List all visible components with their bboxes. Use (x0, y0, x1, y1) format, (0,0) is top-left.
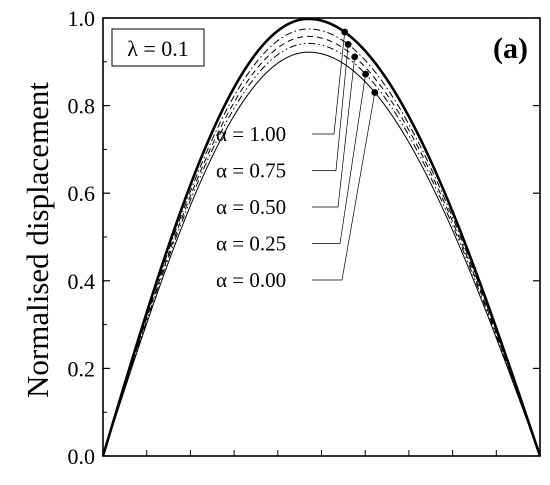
series-leader-1 (312, 44, 349, 171)
series-line-0 (101, 17, 542, 457)
axes-layer (102, 17, 541, 457)
series-leader-0 (312, 31, 346, 135)
ticks-layer (103, 17, 540, 457)
labels-layer: α = 1.00 α = 0.75 α = 0.50 α = 0.25 α = 0.00… (68, 6, 287, 469)
series-label-0: α = 1.00 (216, 122, 286, 146)
y-tick-label-4: 0.8 (68, 94, 96, 119)
series-label-1: α = 0.75 (216, 159, 286, 183)
series-line-4 (102, 51, 541, 457)
series-label-2: α = 0.50 (216, 195, 286, 219)
panel-label: (a) (493, 32, 528, 65)
parameter-box-frame (111, 28, 205, 67)
y-tick-label-3: 0.6 (68, 181, 96, 206)
series-marker-4 (371, 89, 379, 96)
parameter-box: λ = 0.1 (111, 28, 205, 67)
series-marker-3 (362, 70, 369, 78)
series-marker-0 (341, 28, 349, 36)
y-tick-label-1: 0.2 (68, 356, 96, 381)
parameter-box-text: λ = 0.1 (127, 36, 189, 61)
plot-frame (102, 17, 541, 457)
leaders-layer (312, 28, 379, 281)
series-marker-1 (344, 41, 352, 48)
series-marker-2 (351, 53, 359, 61)
series-leader-2 (312, 56, 356, 208)
y-tick-label-5: 1.0 (68, 6, 96, 31)
curves-layer (101, 17, 542, 457)
series-leader-4 (312, 92, 376, 281)
series-leader-3 (312, 74, 366, 244)
y-axis-label: Normalised displacement (20, 82, 55, 398)
series-line-2 (102, 35, 541, 457)
y-tick-label-0: 0.0 (68, 444, 96, 469)
series-line-1 (102, 28, 541, 457)
series-line-3 (102, 42, 541, 457)
y-tick-label-2: 0.4 (68, 269, 96, 294)
series-label-3: α = 0.25 (216, 232, 286, 256)
series-label-4: α = 0.00 (216, 268, 286, 292)
